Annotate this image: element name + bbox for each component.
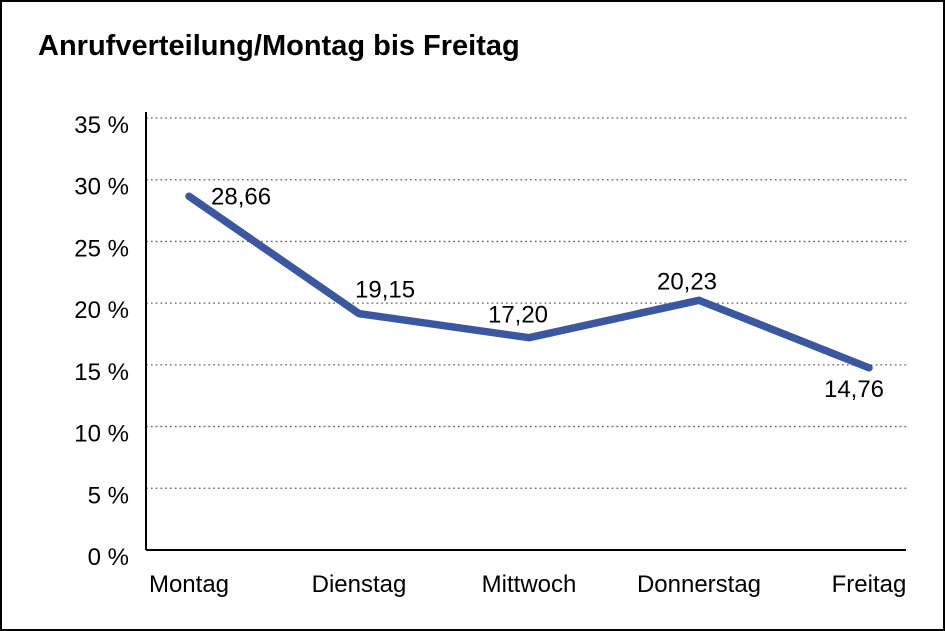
x-axis-category-label: Donnerstag [637, 571, 761, 598]
data-point-label: 14,76 [824, 376, 884, 403]
y-axis-tick-label: 5 % [88, 482, 129, 509]
chart-title: Anrufverteilung/Montag bis Freitag [38, 30, 520, 62]
x-axis-category-label: Dienstag [312, 571, 407, 598]
x-axis-category-label: Freitag [832, 571, 907, 598]
data-point-label: 17,20 [488, 302, 548, 329]
y-axis-tick-label: 15 % [74, 359, 129, 386]
y-axis-tick-label: 20 % [74, 297, 129, 324]
data-line [185, 192, 873, 372]
data-point-label: 19,15 [355, 277, 415, 304]
x-axis-category-label: Mittwoch [482, 571, 577, 598]
y-axis-tick-label: 25 % [74, 235, 129, 262]
y-axis-tick-label: 10 % [74, 421, 129, 448]
x-axis-category-label: Montag [149, 571, 229, 598]
data-point-label: 28,66 [211, 183, 271, 210]
y-axis-tick-label: 30 % [74, 174, 129, 201]
y-axis-tick-label: 35 % [74, 112, 129, 139]
data-point-label: 20,23 [657, 268, 717, 295]
y-axis-tick-label: 0 % [88, 544, 129, 571]
